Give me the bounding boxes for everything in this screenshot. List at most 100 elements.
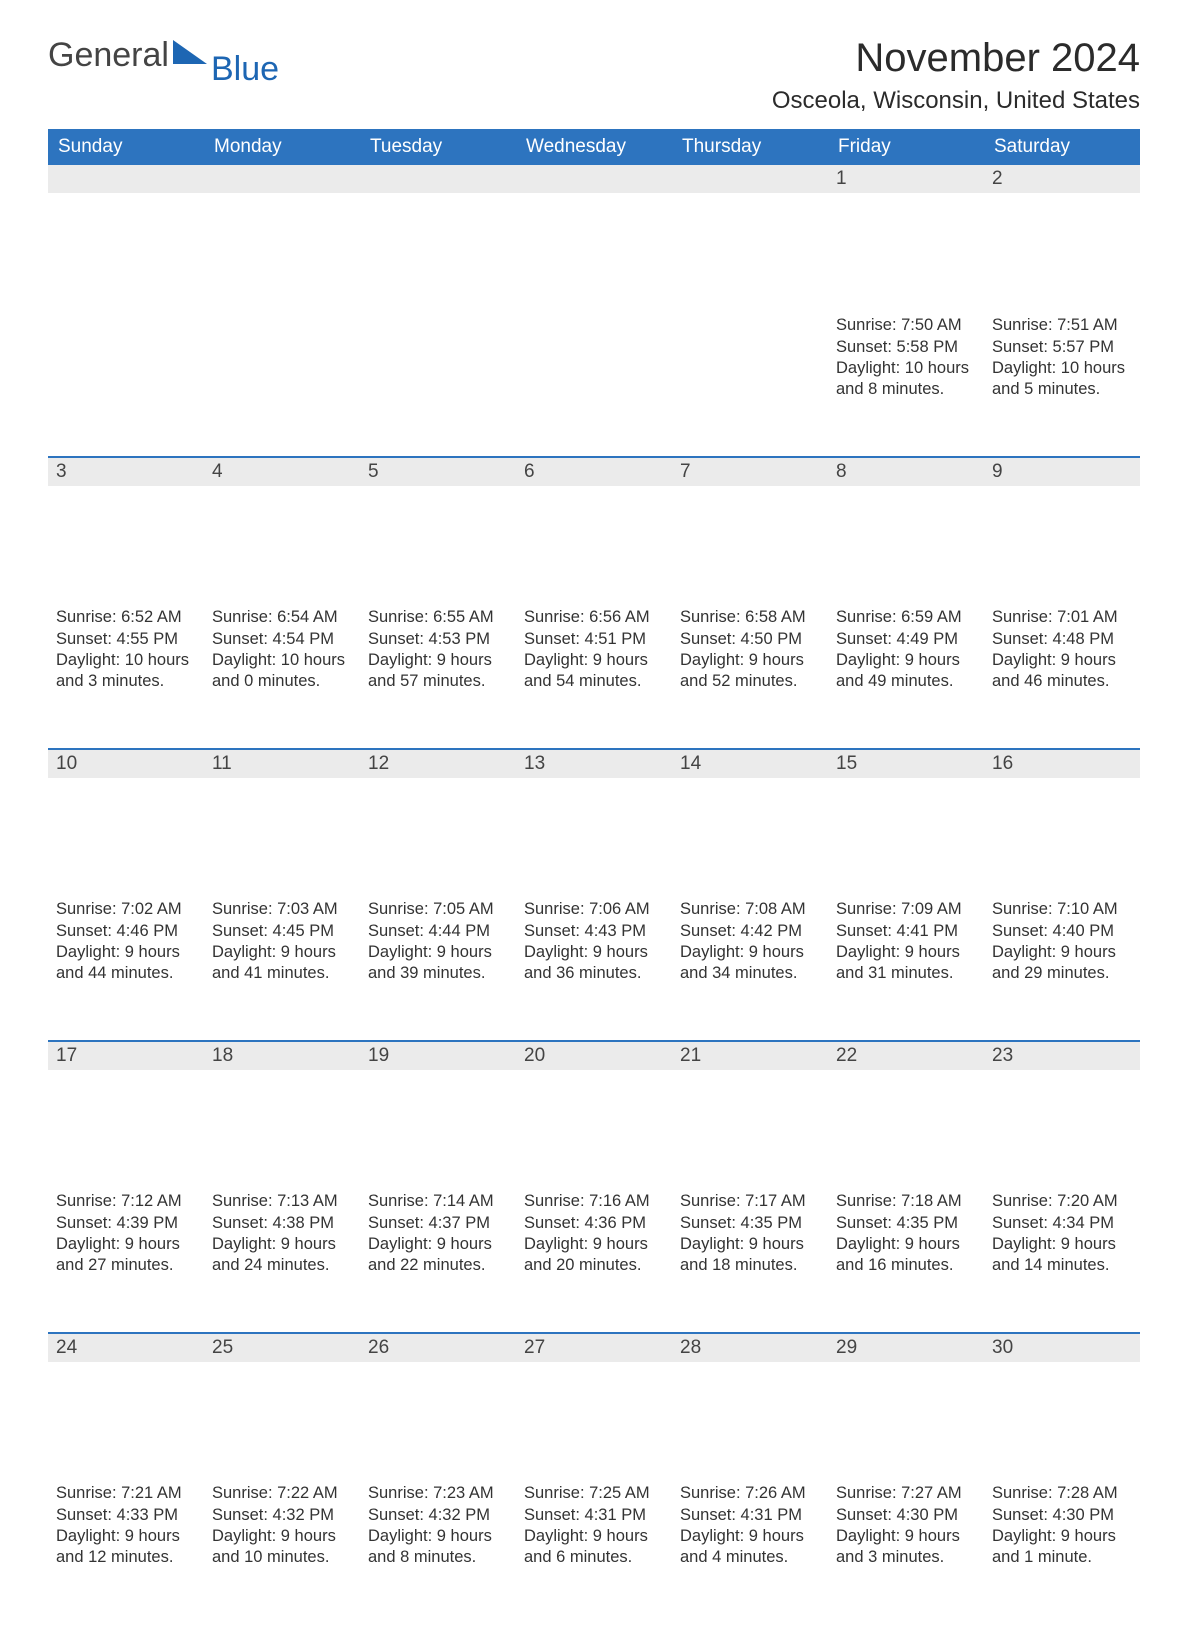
day-cell: Sunrise: 6:52 AMSunset: 4:55 PMDaylight:… [48,603,204,749]
day-number-cell: 8 [828,457,984,603]
day-number-cell: 22 [828,1041,984,1187]
sunrise-text: Sunrise: 6:54 AM [212,607,352,628]
day-content: Sunrise: 7:16 AMSunset: 4:36 PMDaylight:… [516,1187,672,1281]
daylight-text: Daylight: 10 hours and 8 minutes. [836,358,976,399]
week-content-row: Sunrise: 6:52 AMSunset: 4:55 PMDaylight:… [48,603,1140,749]
sunset-text: Sunset: 4:32 PM [212,1505,352,1526]
day-number-cell: 7 [672,457,828,603]
day-cell: Sunrise: 7:12 AMSunset: 4:39 PMDaylight:… [48,1187,204,1333]
sunset-text: Sunset: 4:54 PM [212,629,352,650]
day-number [204,165,360,193]
day-number-cell: 14 [672,749,828,895]
day-cell: Sunrise: 7:22 AMSunset: 4:32 PMDaylight:… [204,1479,360,1625]
day-number: 10 [48,750,204,778]
day-cell: Sunrise: 7:03 AMSunset: 4:45 PMDaylight:… [204,895,360,1041]
sunset-text: Sunset: 4:45 PM [212,921,352,942]
sunrise-text: Sunrise: 7:21 AM [56,1483,196,1504]
day-number: 7 [672,458,828,486]
day-cell: Sunrise: 6:59 AMSunset: 4:49 PMDaylight:… [828,603,984,749]
sunset-text: Sunset: 4:32 PM [368,1505,508,1526]
day-content: Sunrise: 7:22 AMSunset: 4:32 PMDaylight:… [204,1479,360,1573]
day-cell: Sunrise: 6:56 AMSunset: 4:51 PMDaylight:… [516,603,672,749]
day-number: 29 [828,1334,984,1362]
sunrise-text: Sunrise: 7:09 AM [836,899,976,920]
day-cell: Sunrise: 7:14 AMSunset: 4:37 PMDaylight:… [360,1187,516,1333]
day-cell: Sunrise: 7:27 AMSunset: 4:30 PMDaylight:… [828,1479,984,1625]
sunset-text: Sunset: 4:55 PM [56,629,196,650]
day-number-cell: 18 [204,1041,360,1187]
day-cell: Sunrise: 7:26 AMSunset: 4:31 PMDaylight:… [672,1479,828,1625]
day-number-cell: 16 [984,749,1140,895]
daylight-text: Daylight: 9 hours and 29 minutes. [992,942,1132,983]
day-cell: Sunrise: 7:01 AMSunset: 4:48 PMDaylight:… [984,603,1140,749]
daylight-text: Daylight: 9 hours and 12 minutes. [56,1526,196,1567]
day-number [48,165,204,193]
week-daynum-row: 3456789 [48,457,1140,603]
day-number: 9 [984,458,1140,486]
day-content: Sunrise: 6:52 AMSunset: 4:55 PMDaylight:… [48,603,204,697]
daylight-text: Daylight: 9 hours and 14 minutes. [992,1234,1132,1275]
day-number-cell: 21 [672,1041,828,1187]
calendar-table: Sunday Monday Tuesday Wednesday Thursday… [48,129,1140,1625]
day-cell: Sunrise: 7:28 AMSunset: 4:30 PMDaylight:… [984,1479,1140,1625]
sunset-text: Sunset: 4:49 PM [836,629,976,650]
day-number-cell: 25 [204,1333,360,1479]
daylight-text: Daylight: 9 hours and 44 minutes. [56,942,196,983]
day-cell: Sunrise: 7:16 AMSunset: 4:36 PMDaylight:… [516,1187,672,1333]
day-content: Sunrise: 6:56 AMSunset: 4:51 PMDaylight:… [516,603,672,697]
day-number-cell: 23 [984,1041,1140,1187]
day-number-cell: 24 [48,1333,204,1479]
sunset-text: Sunset: 4:35 PM [680,1213,820,1234]
week-daynum-row: 17181920212223 [48,1041,1140,1187]
daylight-text: Daylight: 9 hours and 54 minutes. [524,650,664,691]
sunrise-text: Sunrise: 7:12 AM [56,1191,196,1212]
day-number-cell: 28 [672,1333,828,1479]
day-number-cell: 4 [204,457,360,603]
sunrise-text: Sunrise: 7:03 AM [212,899,352,920]
day-content: Sunrise: 7:09 AMSunset: 4:41 PMDaylight:… [828,895,984,989]
day-number-cell [672,165,828,311]
week-daynum-row: 10111213141516 [48,749,1140,895]
day-content: Sunrise: 7:01 AMSunset: 4:48 PMDaylight:… [984,603,1140,697]
daylight-text: Daylight: 9 hours and 39 minutes. [368,942,508,983]
day-content: Sunrise: 7:10 AMSunset: 4:40 PMDaylight:… [984,895,1140,989]
day-number: 28 [672,1334,828,1362]
sunrise-text: Sunrise: 7:10 AM [992,899,1132,920]
day-number: 2 [984,165,1140,193]
day-content: Sunrise: 6:59 AMSunset: 4:49 PMDaylight:… [828,603,984,697]
sunrise-text: Sunrise: 7:13 AM [212,1191,352,1212]
day-number-cell [516,165,672,311]
daylight-text: Daylight: 9 hours and 22 minutes. [368,1234,508,1275]
day-cell: Sunrise: 7:25 AMSunset: 4:31 PMDaylight:… [516,1479,672,1625]
day-content: Sunrise: 7:05 AMSunset: 4:44 PMDaylight:… [360,895,516,989]
day-content: Sunrise: 7:26 AMSunset: 4:31 PMDaylight:… [672,1479,828,1573]
daylight-text: Daylight: 9 hours and 31 minutes. [836,942,976,983]
sunset-text: Sunset: 4:30 PM [836,1505,976,1526]
day-number: 4 [204,458,360,486]
day-cell: Sunrise: 7:17 AMSunset: 4:35 PMDaylight:… [672,1187,828,1333]
daylight-text: Daylight: 10 hours and 0 minutes. [212,650,352,691]
day-header: Monday [204,129,360,165]
day-number [672,165,828,193]
page-title: November 2024 [855,36,1140,81]
day-content: Sunrise: 7:14 AMSunset: 4:37 PMDaylight:… [360,1187,516,1281]
sunrise-text: Sunrise: 7:22 AM [212,1483,352,1504]
day-cell [48,311,204,457]
logo: General Blue [48,36,279,75]
day-number-cell: 2 [984,165,1140,311]
day-number-cell [48,165,204,311]
day-number-cell: 19 [360,1041,516,1187]
sunset-text: Sunset: 4:30 PM [992,1505,1132,1526]
day-header: Sunday [48,129,204,165]
sunrise-text: Sunrise: 7:50 AM [836,315,976,336]
sunrise-text: Sunrise: 7:14 AM [368,1191,508,1212]
day-number: 8 [828,458,984,486]
day-content: Sunrise: 7:23 AMSunset: 4:32 PMDaylight:… [360,1479,516,1573]
day-number: 18 [204,1042,360,1070]
sunset-text: Sunset: 4:38 PM [212,1213,352,1234]
week-content-row: Sunrise: 7:21 AMSunset: 4:33 PMDaylight:… [48,1479,1140,1625]
sunrise-text: Sunrise: 7:05 AM [368,899,508,920]
day-content: Sunrise: 6:55 AMSunset: 4:53 PMDaylight:… [360,603,516,697]
sunrise-text: Sunrise: 7:26 AM [680,1483,820,1504]
day-content: Sunrise: 7:17 AMSunset: 4:35 PMDaylight:… [672,1187,828,1281]
